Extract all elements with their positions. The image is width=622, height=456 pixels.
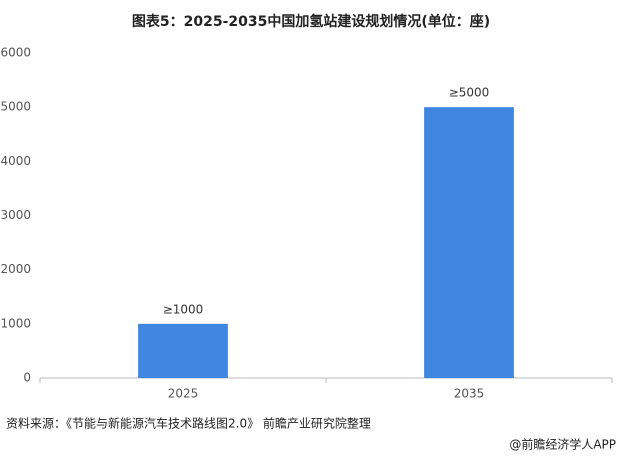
chart-title: 图表5：2025-2035中国加氢站建设规划情况(单位：座) (132, 13, 490, 30)
value-label: ≥1000 (163, 302, 204, 316)
y-tick-label: 4000 (0, 154, 31, 168)
y-tick-label: 3000 (0, 208, 31, 222)
footer: @前瞻经济学人APP (509, 437, 616, 452)
y-tick-label: 1000 (0, 316, 31, 330)
y-tick-label: 2000 (0, 262, 31, 276)
x-tick-label: 2035 (454, 387, 485, 401)
x-tick-label: 2025 (168, 387, 199, 401)
bar (424, 107, 514, 379)
y-tick-label: 6000 (0, 46, 31, 60)
y-tick-label: 0 (23, 371, 31, 385)
bar (138, 323, 228, 378)
y-tick-label: 5000 (0, 100, 31, 114)
source-note: 资料来源：《节能与新能源汽车技术路线图2.0》 前瞻产业研究院整理 (6, 416, 371, 431)
value-label: ≥5000 (449, 86, 490, 100)
